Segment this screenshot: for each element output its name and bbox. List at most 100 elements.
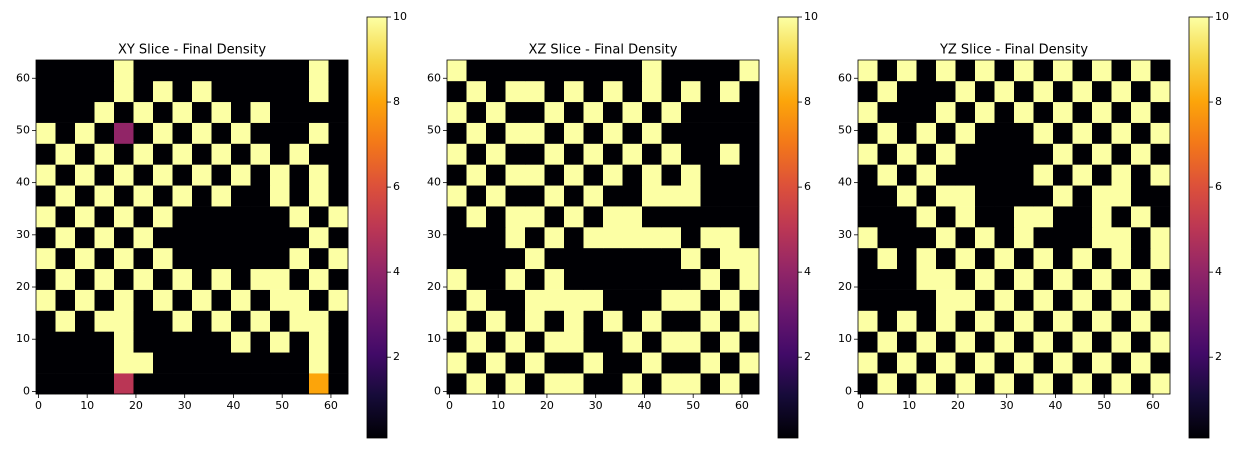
heatmap-cell	[603, 143, 623, 165]
heatmap-cell	[1092, 185, 1112, 207]
heatmap-cell	[858, 60, 878, 82]
heatmap-cell	[94, 185, 115, 207]
heatmap-cell	[486, 143, 506, 165]
heatmap-cell	[1092, 206, 1112, 228]
heatmap-cell	[153, 331, 173, 353]
heatmap-cell	[250, 352, 271, 374]
heatmap-cell	[55, 352, 76, 374]
heatmap-cell	[1014, 60, 1034, 82]
heatmap-cell	[739, 122, 760, 144]
heatmap-cell	[994, 268, 1015, 290]
heatmap-cell	[681, 289, 701, 311]
heatmap-cell	[250, 268, 271, 290]
heatmap-cell	[858, 289, 878, 311]
heatmap-cell	[447, 247, 467, 270]
heatmap-cell	[192, 268, 212, 290]
heatmap-cell	[1014, 206, 1034, 228]
y-tick-label: 50	[16, 123, 30, 136]
heatmap-cell	[1053, 60, 1073, 82]
heatmap-cell	[36, 101, 56, 123]
heatmap-cell	[231, 80, 251, 103]
heatmap-cell	[153, 227, 173, 249]
heatmap-cell	[250, 373, 271, 395]
heatmap-cell	[55, 60, 76, 82]
heatmap-cell	[153, 122, 173, 144]
heatmap-cell	[505, 310, 526, 332]
heatmap-cell	[211, 185, 232, 207]
heatmap-cell	[270, 101, 290, 123]
heatmap-cell	[994, 331, 1015, 353]
heatmap-cell	[544, 268, 565, 290]
heatmap-cell	[1092, 268, 1112, 290]
heatmap-cell	[192, 331, 212, 353]
heatmap-cell	[975, 143, 995, 165]
heatmap-cell	[1131, 60, 1151, 82]
heatmap-cell	[114, 352, 134, 374]
heatmap-cell	[466, 247, 487, 270]
heatmap-cell	[994, 289, 1015, 311]
heatmap-cell	[270, 143, 290, 165]
heatmap-cell	[936, 164, 956, 186]
heatmap-cell	[916, 310, 937, 332]
heatmap-cell	[486, 227, 506, 249]
heatmap-cell	[486, 247, 506, 270]
heatmap-cell	[975, 206, 995, 228]
heatmap-cell	[153, 185, 173, 207]
heatmap-cell	[975, 352, 995, 374]
heatmap-cell	[1033, 101, 1054, 123]
heatmap-cell	[936, 101, 956, 123]
heatmap-cell	[955, 80, 976, 103]
heatmap-cell	[172, 352, 193, 374]
heatmap-cell	[525, 247, 545, 270]
heatmap-cell	[720, 310, 740, 332]
heatmap-cell	[739, 310, 760, 332]
heatmap-cell	[700, 206, 721, 228]
heatmap-cell	[739, 289, 760, 311]
heatmap-cell	[603, 289, 623, 311]
heatmap-cell	[583, 143, 604, 165]
heatmap-cell	[564, 143, 584, 165]
heatmap-cell	[720, 164, 740, 186]
heatmap-cell	[897, 352, 917, 374]
heatmap-cell	[1033, 185, 1054, 207]
heatmap-cell	[877, 331, 898, 353]
heatmap-cell	[192, 60, 212, 82]
x-tick-label: 20	[951, 399, 965, 412]
heatmap-cell	[544, 164, 565, 186]
heatmap-cell	[936, 373, 956, 395]
heatmap-cell	[231, 185, 251, 207]
heatmap-cell	[525, 310, 545, 332]
heatmap-cell	[55, 143, 76, 165]
heatmap-cell	[231, 331, 251, 353]
heatmap-cell	[622, 143, 643, 165]
heatmap-cell	[270, 352, 290, 374]
heatmap-cell	[270, 247, 290, 270]
heatmap-cell	[75, 373, 95, 395]
heatmap-cell	[114, 164, 134, 186]
heatmap-cell	[858, 122, 878, 144]
heatmap-cell	[1072, 101, 1093, 123]
heatmap-cell	[486, 268, 506, 290]
heatmap-cell	[564, 122, 584, 144]
heatmap-cell	[525, 373, 545, 395]
heatmap-cell	[622, 247, 643, 270]
heatmap-cell	[1072, 268, 1093, 290]
heatmap-cell	[1150, 80, 1171, 103]
heatmap-cell	[172, 206, 193, 228]
y-tick-label: 30	[838, 228, 852, 241]
heatmap-cell	[603, 80, 623, 103]
heatmap-cell	[877, 60, 898, 82]
heatmap-cell	[603, 185, 623, 207]
panel-title: XZ Slice - Final Density	[528, 43, 677, 58]
heatmap-cell	[975, 185, 995, 207]
heatmap-cell	[1111, 268, 1132, 290]
heatmap-cell	[270, 80, 290, 103]
heatmap-cell	[328, 247, 349, 270]
heatmap-cell	[55, 80, 76, 103]
heatmap-cell	[133, 268, 154, 290]
heatmap-cell	[661, 268, 682, 290]
heatmap-cell	[1150, 352, 1171, 374]
heatmap-cell	[94, 310, 115, 332]
heatmap-cell	[1053, 289, 1073, 311]
heatmap-cell	[681, 352, 701, 374]
